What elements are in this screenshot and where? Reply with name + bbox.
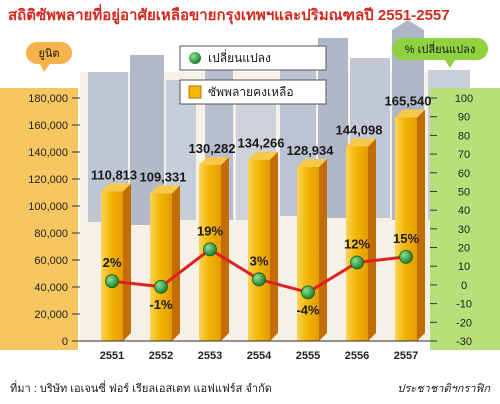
legend: เปลี่ยนแปลง ซัพพลายคงเหลือ	[179, 45, 327, 105]
x-axis-tick-label: 2554	[247, 350, 272, 362]
legend-change-marker-icon	[189, 52, 201, 64]
right-axis-tick-label: 20	[458, 243, 470, 255]
x-axis-tick-label: 2553	[198, 350, 222, 362]
bar	[346, 146, 368, 341]
bar-value-label: 165,540	[385, 94, 432, 109]
bar-top	[248, 151, 278, 160]
change-marker	[252, 272, 266, 287]
left-axis-tick-label: 80,000	[34, 228, 68, 240]
chart-title: สถิติซัพพลายที่อยู่อาศัยเหลือขายกรุงเทพฯ…	[8, 4, 450, 25]
change-value-label: 15%	[393, 231, 419, 246]
bar-side	[172, 185, 180, 341]
left-axis-band	[0, 88, 78, 350]
graphic-credit: ประชาชาติฯกราฟิก	[397, 383, 491, 395]
bar-top	[150, 185, 180, 194]
right-axis-tick-label: 60	[458, 168, 470, 180]
change-marker	[154, 279, 168, 294]
left-axis-tick-label: 20,000	[34, 309, 68, 321]
left-axis-unit-badge: ยูนิต	[26, 42, 72, 72]
x-axis-tick-label: 2552	[149, 350, 173, 362]
bar	[395, 117, 417, 342]
left-axis-tick-label: 180,000	[28, 93, 68, 105]
bar	[248, 159, 270, 341]
change-value-label: -1%	[149, 297, 173, 312]
left-axis-tick-label: 160,000	[28, 120, 68, 132]
change-marker	[399, 249, 413, 264]
right-axis-tick-label: 90	[458, 112, 470, 124]
right-axis-tick-label: 0	[461, 280, 467, 292]
legend-supply-label: ซัพพลายคงเหลือ	[208, 85, 294, 99]
left-axis-label: ยูนิต	[38, 48, 59, 60]
left-axis-tick-label: 100,000	[28, 201, 68, 213]
change-value-label: 19%	[197, 223, 223, 238]
left-axis-tick-label: 40,000	[34, 282, 68, 294]
change-marker	[203, 242, 217, 257]
left-axis: 0 20,000 40,000 60,000 80,000 100,000 120,000 1…	[28, 93, 80, 348]
right-axis-tick-label: 100	[455, 93, 473, 105]
bar-value-label: 134,266	[238, 136, 285, 151]
change-line-series: 2% -1% 19% 3% -4% 12% 15%	[103, 223, 420, 317]
bar	[101, 191, 123, 341]
bar-side	[319, 158, 327, 341]
x-axis-tick-label: 2555	[296, 350, 320, 362]
bar-top	[346, 138, 376, 147]
bar	[297, 166, 319, 341]
bar-side	[221, 157, 229, 341]
bar-value-label: 128,934	[287, 143, 335, 158]
right-axis-tick-label: 80	[458, 130, 470, 142]
bar-top	[297, 158, 327, 167]
left-axis-tick-label: 140,000	[28, 147, 68, 159]
right-axis-tick-label: 10	[458, 261, 470, 273]
source-note: ที่มา : บริษัท เอเจนซี่ ฟอร์ เรียลเอสเตท…	[10, 380, 272, 395]
change-marker	[350, 255, 364, 270]
change-value-label: 12%	[344, 236, 370, 251]
bar-top	[101, 183, 131, 192]
x-axis-tick-label: 2551	[100, 350, 124, 362]
left-axis-tick-label: 0	[62, 336, 68, 348]
x-axis: 2551 2552 2553 2554 2555 2556 2557	[80, 340, 430, 362]
change-marker	[105, 274, 119, 289]
right-axis-band	[430, 88, 500, 350]
right-axis-tick-label: 50	[458, 186, 470, 198]
x-axis-tick-label: 2556	[345, 350, 369, 362]
right-axis: -30 -20 -10 0 10 20 30 40 50 60 70 80 90 100	[430, 93, 473, 348]
right-axis-tick-label: 40	[458, 205, 470, 217]
bar-top	[199, 157, 229, 166]
change-value-label: -4%	[296, 302, 320, 317]
x-axis-tick-label: 2557	[394, 350, 418, 362]
bar-value-label: 144,098	[336, 122, 383, 137]
bar-side	[123, 183, 131, 341]
left-axis-tick-label: 120,000	[28, 174, 68, 186]
change-value-label: 3%	[250, 253, 269, 268]
legend-supply-swatch-icon	[188, 85, 202, 99]
right-axis-tick-label: -10	[456, 299, 472, 311]
change-value-label: 2%	[103, 255, 122, 270]
bar-top	[395, 109, 425, 118]
bar-side	[417, 109, 425, 342]
right-axis-tick-label: 30	[458, 224, 470, 236]
bar-value-label: 110,813	[91, 167, 137, 182]
change-marker	[301, 285, 315, 300]
left-axis-tick-label: 60,000	[34, 255, 68, 267]
legend-change-label: เปลี่ยนแปลง	[208, 49, 271, 65]
right-axis-label: % เปลี่ยนแปลง	[405, 41, 475, 56]
right-axis-tick-label: -20	[456, 317, 472, 329]
right-axis-tick-label: -30	[456, 336, 472, 348]
right-axis-tick-label: 70	[458, 149, 470, 161]
bar-side	[368, 138, 376, 341]
bar	[150, 193, 172, 341]
bar-value-label: 109,331	[140, 169, 187, 184]
bar-side	[270, 151, 278, 341]
right-axis-unit-badge: % เปลี่ยนแปลง	[392, 38, 488, 68]
bar-value-label: 130,282	[189, 141, 236, 156]
